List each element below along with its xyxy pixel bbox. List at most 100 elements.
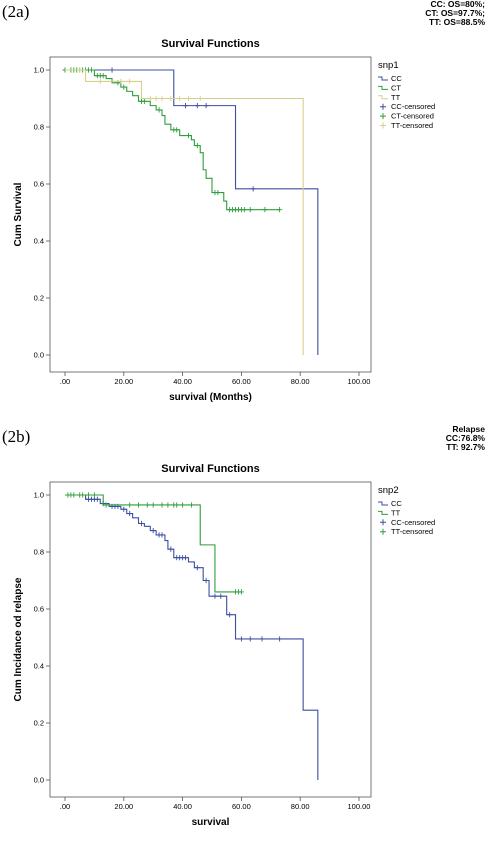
x-tick-label: 60.00: [232, 802, 251, 811]
stats-annotation: CC: OS=80%; CT: OS=97.7%; TT: OS=88.5%: [425, 0, 485, 27]
y-tick-label: 0.2: [34, 719, 44, 728]
chart-title: Survival Functions: [161, 463, 259, 475]
stats-line: TT: OS=88.5%: [429, 17, 485, 27]
y-axis-label: Cum Incidance od relapse: [13, 577, 24, 701]
censored-marker-TT: [159, 502, 165, 508]
censored-marker-CC: [182, 103, 189, 109]
x-tick-label: 80.00: [291, 377, 310, 386]
censored-marker-CT: [156, 107, 162, 113]
stats-annotation: Relapse CC:76.8% TT: 92.7%: [446, 425, 485, 452]
censored-marker-CC: [227, 612, 233, 618]
censored-marker-CC: [194, 565, 200, 571]
censored-marker-CC: [182, 555, 189, 561]
censored-marker-TT: [238, 589, 244, 595]
legend-swatch: [380, 528, 386, 535]
legend-label: TT-censored: [391, 527, 433, 536]
censored-marker-TT: [168, 95, 174, 102]
legend-swatch: [380, 113, 386, 120]
censored-marker-CC: [168, 546, 174, 552]
legend-label: TT: [391, 93, 401, 102]
y-tick-label: 0.0: [34, 776, 44, 785]
legend-swatch: [378, 510, 388, 515]
stats-line: CC: OS=80%;: [430, 0, 485, 9]
censored-marker-TT: [153, 95, 159, 102]
censored-marker-CC: [203, 103, 209, 109]
y-tick-label: 0.4: [34, 237, 44, 246]
censored-marker-TT: [188, 502, 195, 508]
x-tick-label: 40.00: [173, 377, 192, 386]
legend-swatch: [378, 95, 388, 100]
y-tick-label: 0.2: [34, 294, 44, 303]
legend-label: CC: [391, 499, 402, 508]
stats-line: CC:76.8%: [445, 433, 485, 443]
censored-marker-CC: [159, 532, 165, 538]
series-line-TT: [65, 494, 242, 593]
censored-marker-TT: [147, 95, 153, 102]
x-tick-label: 80.00: [291, 802, 310, 811]
x-axis-label: survival (Months): [169, 392, 252, 403]
stats-line: Relapse: [452, 424, 485, 434]
censored-marker-TT: [91, 492, 97, 498]
chart-title: Survival Functions: [161, 38, 259, 50]
censored-marker-TT: [180, 502, 186, 508]
legend-label: TT: [391, 508, 401, 517]
censored-marker-TT: [144, 502, 150, 508]
y-tick-label: 0.0: [34, 351, 44, 360]
censored-marker-TT: [127, 502, 133, 508]
x-tick-label: 20.00: [114, 802, 133, 811]
censored-marker-TT: [80, 492, 86, 498]
stats-line: CT: OS=97.7%;: [425, 8, 485, 18]
legend-title: snp2: [378, 485, 399, 496]
x-tick-label: 100.00: [348, 377, 371, 386]
censored-marker-CT: [88, 67, 95, 73]
censored-marker-TT: [127, 78, 133, 84]
series-line-CC: [65, 494, 319, 780]
y-tick-label: 0.4: [34, 662, 44, 671]
censored-marker-TT: [135, 502, 142, 508]
censored-marker-CC: [109, 67, 115, 73]
censored-marker-CT: [215, 189, 221, 196]
legend-title: snp1: [378, 60, 399, 71]
y-tick-label: 0.8: [34, 548, 44, 557]
censored-marker-CC: [250, 186, 256, 192]
series-group: [62, 67, 319, 355]
x-tick-label: .00: [60, 377, 70, 386]
plot-area: [49, 481, 372, 798]
x-tick-label: 40.00: [173, 802, 192, 811]
censored-marker-TT: [174, 502, 180, 508]
censored-marker-TT: [165, 502, 171, 508]
censored-marker-CC: [138, 520, 145, 527]
censored-marker-CC: [94, 496, 100, 502]
plot-area: [49, 56, 372, 373]
legend-label: CT: [391, 83, 401, 92]
y-tick-label: 1.0: [34, 66, 44, 75]
censored-marker-CT: [247, 207, 253, 213]
legend-label: CC: [391, 74, 402, 83]
censored-marker-TT: [77, 67, 83, 73]
censored-marker-TT: [97, 78, 103, 84]
y-axis-label: Cum Survival: [13, 182, 24, 246]
series-group: [65, 492, 319, 780]
x-axis-label: survival: [192, 817, 230, 828]
legend-label: CC-censored: [391, 102, 435, 111]
legend-swatch: [380, 122, 386, 129]
x-tick-label: .00: [60, 802, 70, 811]
censored-marker-CC: [277, 636, 283, 642]
censored-marker-CT: [121, 84, 127, 90]
censored-marker-CC: [203, 577, 209, 584]
x-tick-label: 100.00: [348, 802, 371, 811]
censored-marker-CT: [194, 142, 200, 149]
x-tick-label: 60.00: [232, 377, 251, 386]
censored-marker-CT: [262, 207, 268, 213]
censored-marker-TT: [150, 502, 156, 508]
legend-swatch: [380, 103, 386, 110]
series-line-CC: [65, 69, 319, 355]
censored-marker-CC: [194, 103, 200, 109]
censored-marker-CC: [259, 636, 265, 642]
censored-marker-CT: [277, 207, 283, 213]
censored-marker-CC: [238, 636, 244, 642]
censored-marker-CT: [185, 132, 192, 139]
censored-marker-TT: [177, 95, 183, 102]
chart-panel-2b: (2b) Relapse CC:76.8% TT: 92.7% Survival…: [0, 425, 487, 845]
censored-marker-TT: [85, 492, 92, 498]
